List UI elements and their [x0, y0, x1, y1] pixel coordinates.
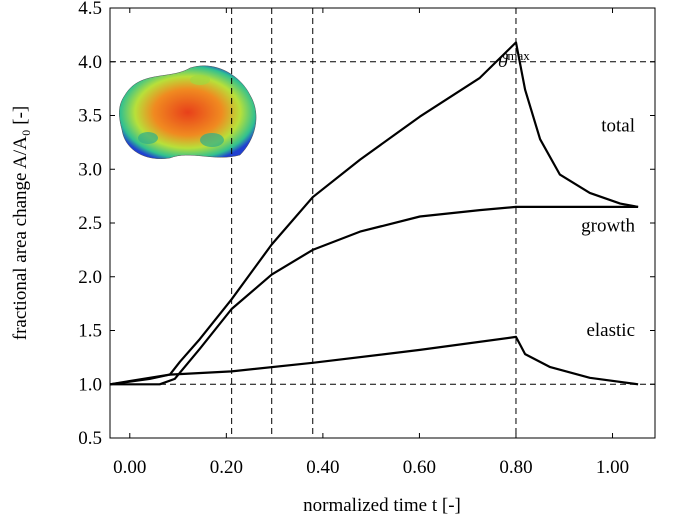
series-line	[109, 41, 639, 386]
y-tick-label: 3.5	[78, 106, 102, 127]
x-tick-label: 0.20	[210, 457, 243, 478]
y-tick-label: 4.0	[78, 52, 102, 73]
series-label: elastic	[586, 320, 635, 341]
series-line	[110, 205, 639, 386]
y-tick-label: 2.5	[78, 213, 102, 234]
y-tick-label: 0.5	[78, 428, 102, 449]
y-tick-label: 3.0	[78, 159, 102, 180]
y-tick-label: 4.5	[78, 0, 102, 19]
series-label: growth	[581, 216, 635, 237]
x-tick-label: 0.00	[113, 457, 146, 478]
hline-label: ϑmax	[498, 48, 530, 72]
y-tick-label: 1.5	[78, 321, 102, 342]
y-axis-label: fractional area change A/A₀ [-]	[10, 106, 31, 341]
x-tick-label: 0.60	[403, 457, 436, 478]
x-axis-label: normalized time t [-]	[303, 495, 461, 516]
series-line	[109, 335, 639, 386]
inset-image	[119, 65, 257, 160]
x-tick-label: 0.80	[499, 457, 532, 478]
x-tick-label: 0.40	[306, 457, 339, 478]
series-label: total	[601, 116, 635, 137]
x-tick-label: 1.00	[596, 457, 629, 478]
y-tick-label: 1.0	[78, 374, 102, 395]
y-tick-label: 2.0	[78, 267, 102, 288]
